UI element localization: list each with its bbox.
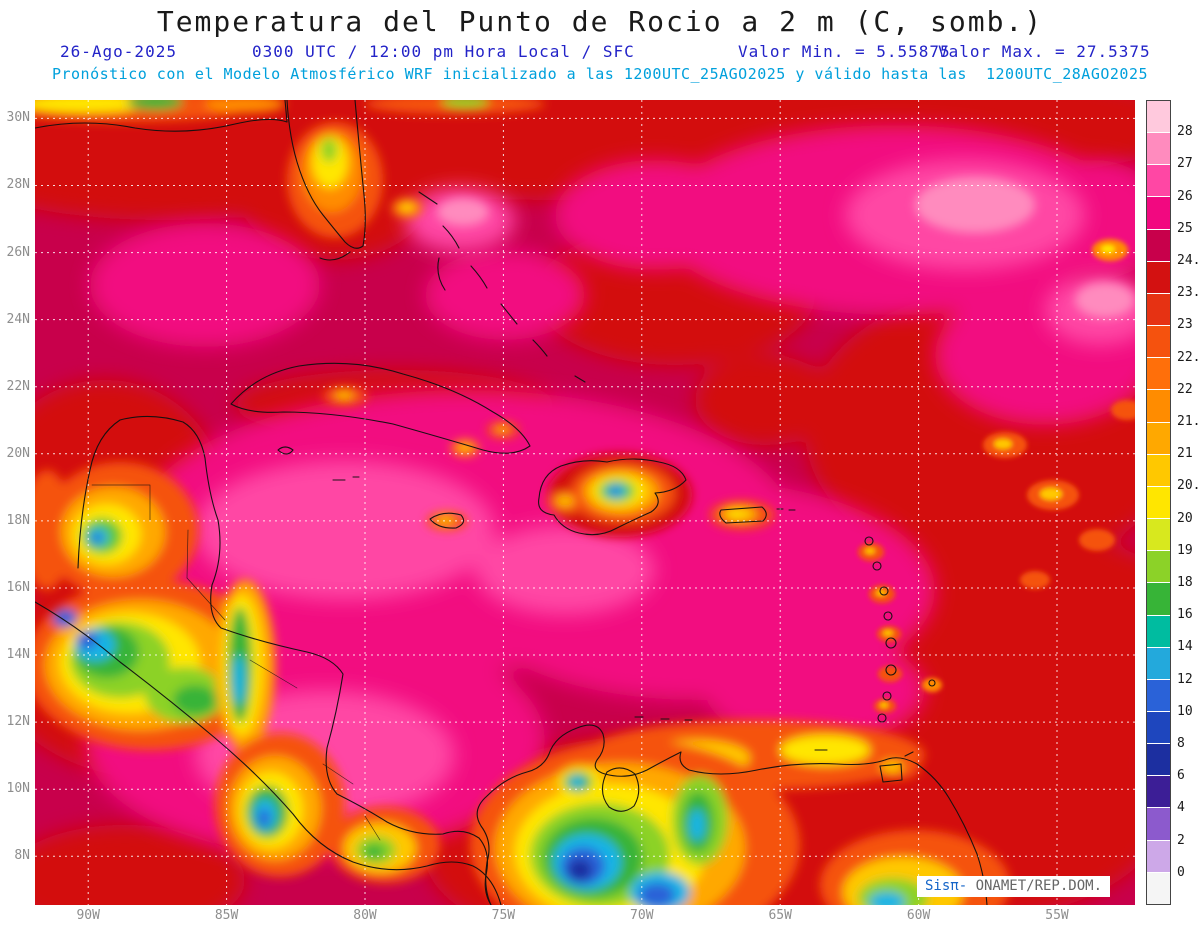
colorbar-segment — [1147, 551, 1170, 584]
lon-label: 55W — [1045, 908, 1069, 923]
contour-map — [35, 100, 1135, 905]
lat-label: 12N — [6, 714, 30, 730]
colorbar-tick-label: 14 — [1177, 639, 1193, 655]
colorbar-tick-label: 20 — [1177, 510, 1193, 526]
valid-date: 26-Ago-2025 — [60, 42, 177, 61]
colorbar-tick-label: 23.5 — [1177, 285, 1200, 301]
lat-label: 30N — [6, 110, 30, 126]
colorbar-tick-label: 18 — [1177, 575, 1193, 590]
colorbar-tick-label: 6 — [1177, 768, 1185, 784]
colorbar-tick-label: 16 — [1177, 607, 1193, 623]
colorbar-segment — [1147, 615, 1170, 648]
colorbar-segment — [1147, 229, 1170, 262]
colorbar-tick-label: 19 — [1177, 542, 1193, 558]
colorbar-segment — [1147, 583, 1170, 616]
lon-label: 80W — [353, 908, 377, 923]
colorbar-tick-label: 10 — [1177, 703, 1193, 719]
valid-time: 0300 UTC / 12:00 pm Hora Local / SFC — [252, 42, 635, 61]
lat-label: 26N — [6, 244, 30, 260]
colorbar-tick-label: 2 — [1177, 832, 1185, 848]
attribution-box: Sisπ- ONAMET/REP.DOM. — [917, 876, 1111, 897]
colorbar-segment — [1147, 647, 1170, 680]
colorbar-segment — [1147, 519, 1170, 552]
lon-label: 65W — [768, 908, 792, 923]
contour-small-spots — [858, 239, 1135, 713]
colorbar-segment — [1147, 872, 1170, 904]
attribution-org: ONAMET/REP.DOM. — [975, 878, 1103, 894]
colorbar-segment — [1147, 261, 1170, 294]
lon-label: 60W — [906, 908, 931, 923]
colorbar-tick-label: 21 — [1177, 446, 1193, 462]
lat-label: 22N — [6, 378, 30, 394]
colorbar-segment — [1147, 293, 1170, 327]
attribution-brand: Sisπ- — [925, 878, 976, 894]
colorbar-segment — [1147, 101, 1170, 134]
lon-label: 70W — [630, 908, 654, 923]
lon-label: 90W — [76, 908, 100, 923]
lon-label: 75W — [491, 908, 516, 923]
colorbar-segment — [1147, 744, 1170, 777]
colorbar-tick-label: 4 — [1177, 800, 1185, 816]
colorbar-tick-label: 0 — [1177, 864, 1185, 880]
colorbar — [1146, 100, 1171, 905]
colorbar-segment — [1147, 486, 1170, 520]
colorbar-tick-label: 26 — [1177, 188, 1193, 204]
colorbar-segment — [1147, 679, 1170, 712]
colorbar-segment — [1147, 326, 1170, 359]
colorbar-segment — [1147, 711, 1170, 745]
colorbar-segment — [1147, 776, 1170, 809]
colorbar-segment — [1147, 165, 1170, 198]
colorbar-tick-label: 27 — [1177, 156, 1193, 172]
colorbar-tick-label: 22.5 — [1177, 349, 1200, 365]
colorbar-segment — [1147, 390, 1170, 423]
lat-label: 8N — [14, 848, 30, 864]
lat-label: 28N — [6, 177, 30, 193]
colorbar-segment — [1147, 808, 1170, 841]
contour-hotspots — [35, 100, 1010, 905]
colorbar-segment — [1147, 840, 1170, 873]
lon-label: 85W — [214, 908, 239, 923]
min-value-label: Valor Min. = 5.55875 — [738, 42, 951, 61]
colorbar-segment — [1147, 197, 1170, 230]
lat-label: 24N — [6, 311, 30, 327]
lat-label: 14N — [6, 647, 30, 663]
forecast-info: Pronóstico con el Modelo Atmosférico WRF… — [51, 65, 1149, 83]
contour-lightpink-regions — [437, 177, 1135, 318]
max-value-label: Valor Max. = 27.5375 — [938, 42, 1151, 61]
colorbar-tick-label: 25 — [1177, 220, 1193, 236]
colorbar-tick-label: 12 — [1177, 671, 1193, 687]
colorbar-tick-label: 8 — [1177, 736, 1185, 751]
lat-label: 10N — [6, 781, 30, 797]
colorbar-tick-label: 21.5 — [1177, 414, 1200, 429]
colorbar-tick-label: 20.5 — [1177, 478, 1200, 494]
lat-label: 18N — [6, 512, 30, 528]
coastlines — [35, 100, 988, 905]
lat-label: 16N — [6, 579, 30, 595]
colorbar-segment — [1147, 358, 1170, 391]
colorbar-tick-label: 23 — [1177, 317, 1193, 333]
colorbar-tick-label: 24.5 — [1177, 253, 1200, 268]
colorbar-tick-label: 22 — [1177, 381, 1193, 397]
colorbar-segment — [1147, 422, 1170, 455]
colorbar-segment — [1147, 454, 1170, 487]
grid-lines — [35, 100, 1135, 905]
colorbar-segment — [1147, 133, 1170, 166]
colorbar-tick-label: 28 — [1177, 124, 1193, 140]
lat-label: 20N — [6, 445, 30, 461]
page-title: Temperatura del Punto de Rocio a 2 m (C,… — [156, 5, 1044, 38]
